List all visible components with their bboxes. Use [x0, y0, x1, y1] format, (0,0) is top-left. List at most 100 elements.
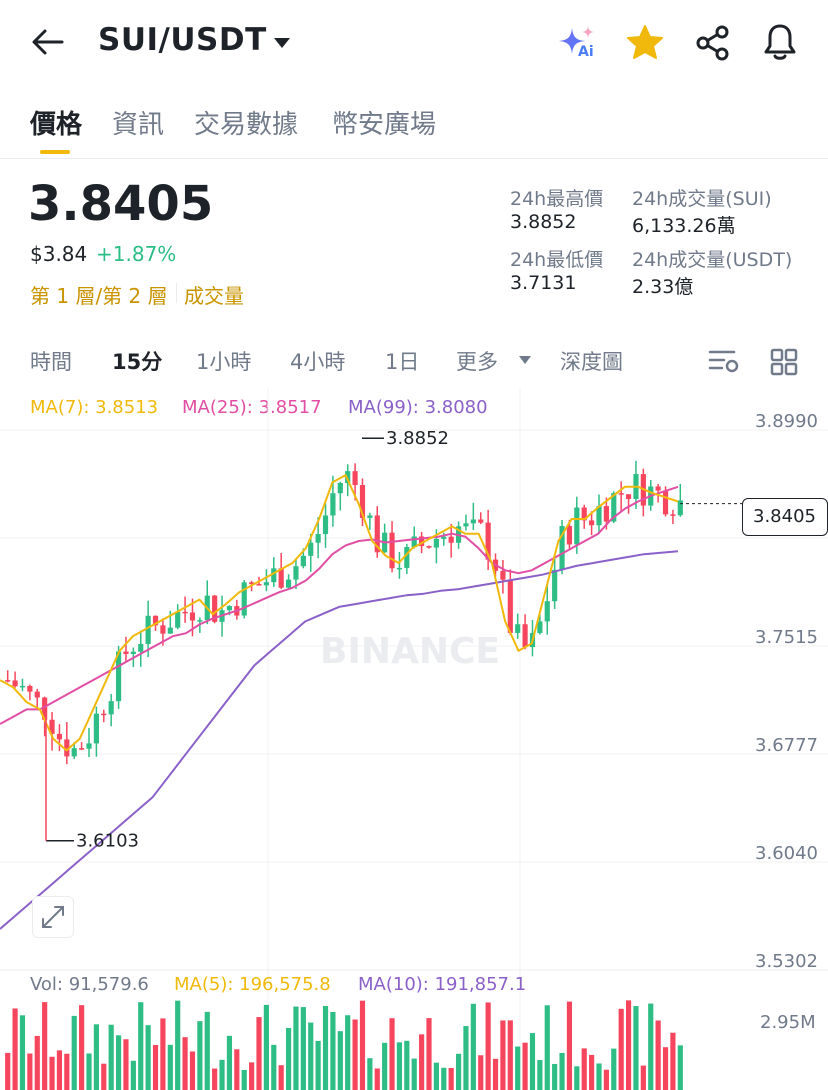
- volume-bar-up: [241, 1069, 247, 1090]
- candle-down: [42, 697, 48, 720]
- candle-down: [603, 506, 609, 522]
- candle-down: [419, 536, 425, 547]
- interval-1d[interactable]: 1日: [385, 350, 420, 374]
- share-icon[interactable]: [694, 24, 732, 62]
- ma99-legend: MA(99): 3.8080: [348, 397, 488, 418]
- volume-bar-up: [396, 1042, 403, 1090]
- candle-down: [152, 615, 159, 626]
- volume-bar-down: [249, 1062, 255, 1090]
- dropdown-caret-icon[interactable]: [272, 36, 292, 50]
- volume-bar-down: [42, 1002, 48, 1090]
- volume-bar-down: [419, 1034, 425, 1090]
- candle-down: [249, 582, 255, 585]
- ai-sparkle-icon: [559, 26, 594, 54]
- pair-title[interactable]: SUI/USDT: [98, 22, 267, 58]
- volume-bar-down: [478, 1055, 484, 1090]
- binance-watermark: BINANCE: [320, 631, 500, 672]
- candle-down: [389, 532, 395, 569]
- volume-bar-down: [234, 1049, 240, 1090]
- interval-4h[interactable]: 4小時: [290, 350, 346, 374]
- volume-bar-up: [167, 1044, 173, 1090]
- volume-bar-up: [559, 1052, 565, 1090]
- bell-icon[interactable]: [762, 22, 798, 62]
- vol-axis-label: 2.95M: [760, 1012, 816, 1033]
- current-price-tag-label: 3.8405: [753, 506, 816, 527]
- candle-down: [507, 579, 513, 633]
- volume-bar-down: [160, 1018, 166, 1090]
- indicator-settings-icon[interactable]: [708, 348, 740, 376]
- volume-bar-up: [537, 1060, 543, 1090]
- depth-chart-tab[interactable]: 深度圖: [560, 350, 623, 374]
- ma7-line: [0, 474, 679, 752]
- volume-bar-down: [359, 1000, 366, 1090]
- candle-up: [226, 606, 233, 611]
- volume-bar-up: [455, 1053, 462, 1090]
- candle-down: [426, 546, 432, 548]
- low-annotation: 3.6103: [76, 831, 139, 852]
- volume-bar-up: [322, 1005, 329, 1090]
- y-tick-label: 3.6040: [755, 843, 818, 864]
- volume-bar-up: [263, 1004, 269, 1090]
- interval-15m[interactable]: 15分: [112, 350, 163, 374]
- candle-up: [677, 500, 683, 516]
- interval-more[interactable]: 更多: [456, 350, 498, 374]
- candle-up: [515, 624, 521, 633]
- candle-up: [271, 568, 277, 583]
- candle-up: [470, 519, 476, 524]
- ma99-line: [0, 550, 679, 930]
- vol-sui-value: 6,133.26萬: [632, 215, 736, 237]
- volume-bar-up: [115, 1035, 122, 1090]
- usd-price: $3.84: [30, 242, 88, 266]
- tab-trading-data[interactable]: 交易數據: [194, 110, 299, 140]
- tab-square[interactable]: 幣安廣場: [332, 110, 437, 140]
- candle-up: [463, 523, 469, 527]
- tab-info[interactable]: 資訊: [112, 110, 165, 140]
- high-annotation: 3.8852: [386, 428, 449, 449]
- volume-bar-up: [367, 1058, 373, 1090]
- candle-down: [182, 611, 188, 614]
- star-icon[interactable]: [626, 24, 664, 60]
- layer-link[interactable]: 第 1 層/第 2 層: [30, 284, 168, 308]
- active-tab-indicator: [40, 150, 70, 154]
- back-arrow-icon[interactable]: [30, 27, 66, 57]
- volume-bar-down: [640, 1065, 646, 1090]
- high-value: 3.8852: [510, 211, 577, 233]
- candle-up: [574, 507, 580, 545]
- candle-down: [160, 625, 166, 634]
- volume-bar-down: [64, 1053, 70, 1090]
- candle-down: [27, 685, 33, 692]
- ai-button[interactable]: Ai: [556, 24, 600, 64]
- volume-bar-down: [500, 1020, 506, 1090]
- candle-down: [448, 536, 454, 543]
- volume-bar-up: [337, 1031, 343, 1090]
- volume-bar-down: [56, 1050, 63, 1090]
- volume-bar-up: [293, 1006, 299, 1090]
- volume-bar-up: [300, 1007, 306, 1090]
- candle-up: [115, 651, 122, 702]
- volume-bar-up: [544, 1005, 550, 1090]
- annotations: 3.8852 3.6103: [45, 428, 742, 852]
- volume-link[interactable]: 成交量: [184, 284, 244, 308]
- fullscreen-button[interactable]: [32, 896, 74, 938]
- interval-time[interactable]: 時間: [30, 350, 72, 374]
- layout-grid-icon[interactable]: [770, 348, 798, 376]
- volume-bar-up: [382, 1042, 388, 1090]
- candle-down: [625, 494, 632, 500]
- volume-bar-down: [426, 1018, 432, 1090]
- ma7-legend: MA(7): 3.8513: [30, 397, 159, 418]
- interval-1h[interactable]: 1小時: [196, 350, 252, 374]
- candle-down: [581, 507, 587, 521]
- volume-bar-up: [529, 1033, 536, 1090]
- more-caret-icon: [519, 356, 531, 364]
- candle-up: [108, 701, 114, 715]
- ai-badge: Ai: [578, 44, 594, 60]
- volume-bar-down: [182, 1037, 188, 1090]
- volume-bar-down: [352, 1019, 358, 1090]
- candle-up: [330, 493, 336, 516]
- candle-down: [522, 624, 528, 648]
- candle-down: [56, 733, 63, 740]
- candle-up: [263, 582, 269, 586]
- candle-up: [167, 627, 173, 634]
- tab-price[interactable]: 價格: [30, 110, 83, 140]
